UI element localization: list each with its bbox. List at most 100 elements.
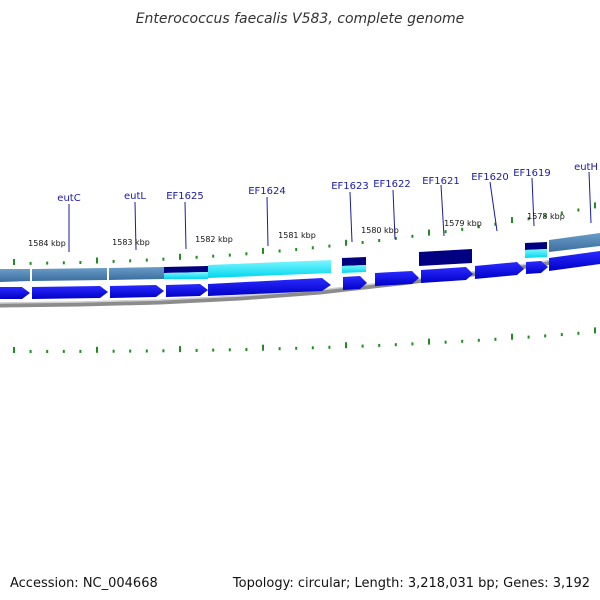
gene-arrow xyxy=(166,284,208,297)
tick-mark xyxy=(511,333,513,340)
kbp-labels: 1584 kbp 1583 kbp 1582 kbp 1581 kbp 1580… xyxy=(28,212,565,248)
tick-mark xyxy=(311,246,314,250)
tick-mark xyxy=(179,346,181,353)
feature-block xyxy=(208,260,331,278)
tick-mark xyxy=(145,349,148,353)
tick-mark xyxy=(544,214,547,218)
tick-mark xyxy=(112,259,115,263)
gene-label-EF1625: EF1625 xyxy=(166,191,204,202)
tick-mark xyxy=(594,327,596,334)
kbp-label: 1581 kbp xyxy=(278,231,316,240)
gene-arrow xyxy=(343,276,367,290)
feature-block xyxy=(525,249,547,258)
tick-mark xyxy=(461,227,464,231)
tick-mark xyxy=(212,254,215,258)
gene-label-lines xyxy=(68,171,592,252)
kbp-label: 1579 kbp xyxy=(444,219,482,228)
tick-mark xyxy=(262,247,264,254)
gene-label-EF1621: EF1621 xyxy=(422,176,460,187)
tick-mark xyxy=(179,253,181,260)
tick-mark xyxy=(544,334,547,338)
tick-mark xyxy=(378,239,381,242)
feature-track xyxy=(0,233,600,282)
tick-mark xyxy=(494,222,497,226)
gene-label-eutH: eutH xyxy=(574,162,598,173)
gene-arrow xyxy=(375,271,419,286)
gene-label-EF1620: EF1620 xyxy=(471,172,509,183)
tick-mark xyxy=(29,261,32,265)
tick-mark xyxy=(162,257,165,261)
tick-mark xyxy=(228,253,231,257)
accession-text: Accession: NC_004668 xyxy=(10,576,158,591)
gene-label-EF1622: EF1622 xyxy=(373,179,411,190)
tick-mark xyxy=(46,261,49,265)
gene-arrow xyxy=(32,286,108,299)
tick-mark xyxy=(46,350,49,353)
tick-mark xyxy=(62,261,65,265)
gene-label-EF1623: EF1623 xyxy=(331,181,369,192)
tick-mark xyxy=(411,342,414,346)
tick-mark xyxy=(245,252,248,256)
gene-label-EF1619: EF1619 xyxy=(513,168,551,179)
summary-text: Topology: circular; Length: 3,218,031 bp… xyxy=(232,576,590,591)
kbp-label: 1578 kbp xyxy=(527,212,565,221)
tick-mark xyxy=(361,241,364,244)
tick-mark xyxy=(328,244,331,248)
tick-mark xyxy=(145,258,148,262)
tick-mark xyxy=(278,347,281,351)
kbp-label: 1580 kbp xyxy=(361,226,399,235)
tick-mark xyxy=(13,347,15,353)
gene-label-eutL: eutL xyxy=(124,191,146,202)
tick-mark xyxy=(112,349,115,353)
feature-block xyxy=(0,269,30,282)
feature-block xyxy=(342,265,366,273)
tick-mark xyxy=(560,333,563,337)
gene-label-eutC: eutC xyxy=(57,193,80,204)
tick-mark xyxy=(79,261,82,264)
tick-mark xyxy=(477,338,480,342)
tick-mark xyxy=(328,345,331,349)
gene-arrow xyxy=(421,267,473,283)
tick-mark xyxy=(477,225,480,229)
tick-mark xyxy=(345,239,347,246)
tick-mark xyxy=(345,342,347,349)
tick-mark xyxy=(295,346,298,350)
tick-mark xyxy=(560,211,563,215)
tick-mark xyxy=(195,255,198,259)
gene-label-EF1624: EF1624 xyxy=(248,186,286,197)
kbp-label: 1584 kbp xyxy=(28,239,66,248)
gene-track xyxy=(0,251,600,299)
tick-mark xyxy=(62,349,65,353)
tick-marks xyxy=(13,202,596,353)
feature-block xyxy=(32,268,107,281)
tick-mark xyxy=(378,343,381,347)
gene-arrow xyxy=(0,287,30,299)
kbp-label: 1583 kbp xyxy=(112,238,150,247)
tick-mark xyxy=(428,338,430,345)
tick-mark xyxy=(394,236,397,240)
tick-mark xyxy=(444,340,447,344)
tick-mark xyxy=(577,208,580,212)
tick-mark xyxy=(311,346,314,350)
tick-mark xyxy=(195,348,198,352)
tick-mark xyxy=(212,348,215,352)
gene-arrow xyxy=(208,278,331,296)
feature-block xyxy=(549,233,600,252)
feature-block xyxy=(419,249,472,266)
tick-mark xyxy=(527,335,530,339)
tick-mark xyxy=(228,348,231,352)
tick-mark xyxy=(129,349,132,353)
tick-mark xyxy=(278,249,281,253)
tick-mark xyxy=(245,348,248,351)
tick-mark xyxy=(428,229,430,236)
tick-mark xyxy=(96,346,98,353)
tick-mark xyxy=(494,337,497,341)
tick-mark xyxy=(13,259,15,265)
tick-mark xyxy=(96,257,98,264)
feature-block xyxy=(525,242,547,250)
tick-mark xyxy=(461,339,464,343)
feature-block xyxy=(164,266,208,273)
tick-mark xyxy=(129,259,132,263)
feature-block xyxy=(164,272,208,279)
